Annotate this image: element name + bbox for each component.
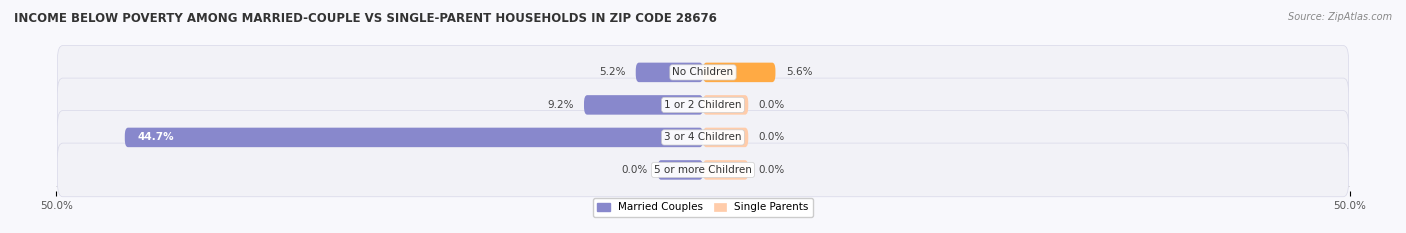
FancyBboxPatch shape <box>58 111 1348 164</box>
Text: 5.6%: 5.6% <box>786 67 813 77</box>
FancyBboxPatch shape <box>703 128 748 147</box>
Text: 9.2%: 9.2% <box>547 100 574 110</box>
FancyBboxPatch shape <box>703 95 748 115</box>
Legend: Married Couples, Single Parents: Married Couples, Single Parents <box>593 198 813 217</box>
Text: Source: ZipAtlas.com: Source: ZipAtlas.com <box>1288 12 1392 22</box>
Text: 0.0%: 0.0% <box>759 100 785 110</box>
Text: 5.2%: 5.2% <box>599 67 626 77</box>
FancyBboxPatch shape <box>658 160 703 180</box>
FancyBboxPatch shape <box>583 95 703 115</box>
FancyBboxPatch shape <box>58 78 1348 132</box>
FancyBboxPatch shape <box>703 63 776 82</box>
Text: 0.0%: 0.0% <box>759 165 785 175</box>
FancyBboxPatch shape <box>703 160 748 180</box>
Text: 1 or 2 Children: 1 or 2 Children <box>664 100 742 110</box>
FancyBboxPatch shape <box>636 63 703 82</box>
Text: 0.0%: 0.0% <box>621 165 647 175</box>
Text: 0.0%: 0.0% <box>759 132 785 142</box>
FancyBboxPatch shape <box>58 46 1348 99</box>
Text: 5 or more Children: 5 or more Children <box>654 165 752 175</box>
Text: 44.7%: 44.7% <box>138 132 174 142</box>
Text: INCOME BELOW POVERTY AMONG MARRIED-COUPLE VS SINGLE-PARENT HOUSEHOLDS IN ZIP COD: INCOME BELOW POVERTY AMONG MARRIED-COUPL… <box>14 12 717 25</box>
FancyBboxPatch shape <box>58 143 1348 197</box>
Text: No Children: No Children <box>672 67 734 77</box>
Text: 3 or 4 Children: 3 or 4 Children <box>664 132 742 142</box>
FancyBboxPatch shape <box>125 128 703 147</box>
